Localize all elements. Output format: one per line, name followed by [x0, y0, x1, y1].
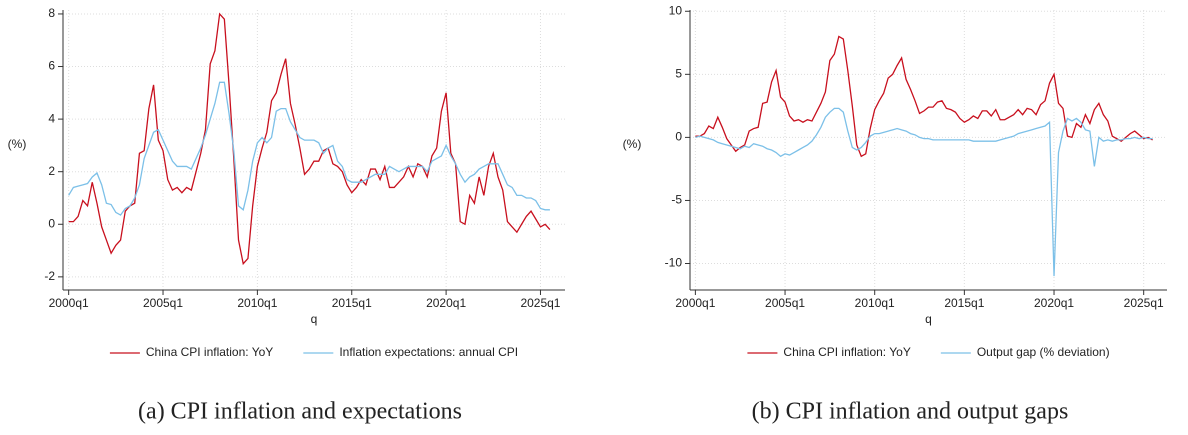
legend-label: China CPI inflation: YoY: [146, 345, 273, 359]
x-tick-label: 2010q1: [855, 296, 895, 310]
x-tick-label: 2005q1: [143, 296, 183, 310]
y-tick-label: -5: [671, 193, 682, 207]
series-line: [695, 35, 1153, 158]
x-tick-label: 2025q1: [1124, 296, 1164, 310]
x-tick-label: 2000q1: [49, 296, 89, 310]
y-axis-label: (%): [623, 137, 642, 151]
x-tick-label: 2020q1: [1034, 296, 1074, 310]
legend-label: Inflation expectations: annual CPI: [339, 345, 518, 359]
y-tick-label: 10: [669, 3, 683, 17]
x-tick-label: 2000q1: [675, 296, 715, 310]
series-line: [68, 12, 551, 266]
series-line: [68, 81, 550, 216]
y-tick-label: 5: [675, 66, 682, 80]
y-tick-label: -2: [44, 269, 55, 283]
x-tick-label: 2015q1: [332, 296, 372, 310]
y-axis-label: (%): [8, 137, 27, 151]
y-tick-label: 4: [48, 111, 55, 125]
y-tick-label: -10: [665, 256, 683, 270]
x-tick-label: 2010q1: [237, 296, 277, 310]
legend-label: Output gap (% deviation): [977, 345, 1110, 359]
x-tick-label: 2025q1: [520, 296, 560, 310]
series-line: [695, 107, 1153, 277]
y-tick-label: 0: [48, 216, 55, 230]
y-tick-label: 0: [675, 130, 682, 144]
caption: (a) CPI inflation and expectations: [138, 399, 462, 425]
legend-label: China CPI inflation: YoY: [783, 345, 910, 359]
y-tick-label: 8: [48, 6, 55, 20]
x-axis-label: q: [925, 312, 932, 326]
y-tick-label: 6: [48, 59, 55, 73]
x-tick-label: 2020q1: [426, 296, 466, 310]
caption: (b) CPI inflation and output gaps: [752, 399, 1069, 425]
y-tick-label: 2: [48, 164, 55, 178]
x-tick-label: 2005q1: [765, 296, 805, 310]
x-tick-label: 2015q1: [944, 296, 984, 310]
x-axis-label: q: [311, 312, 318, 326]
